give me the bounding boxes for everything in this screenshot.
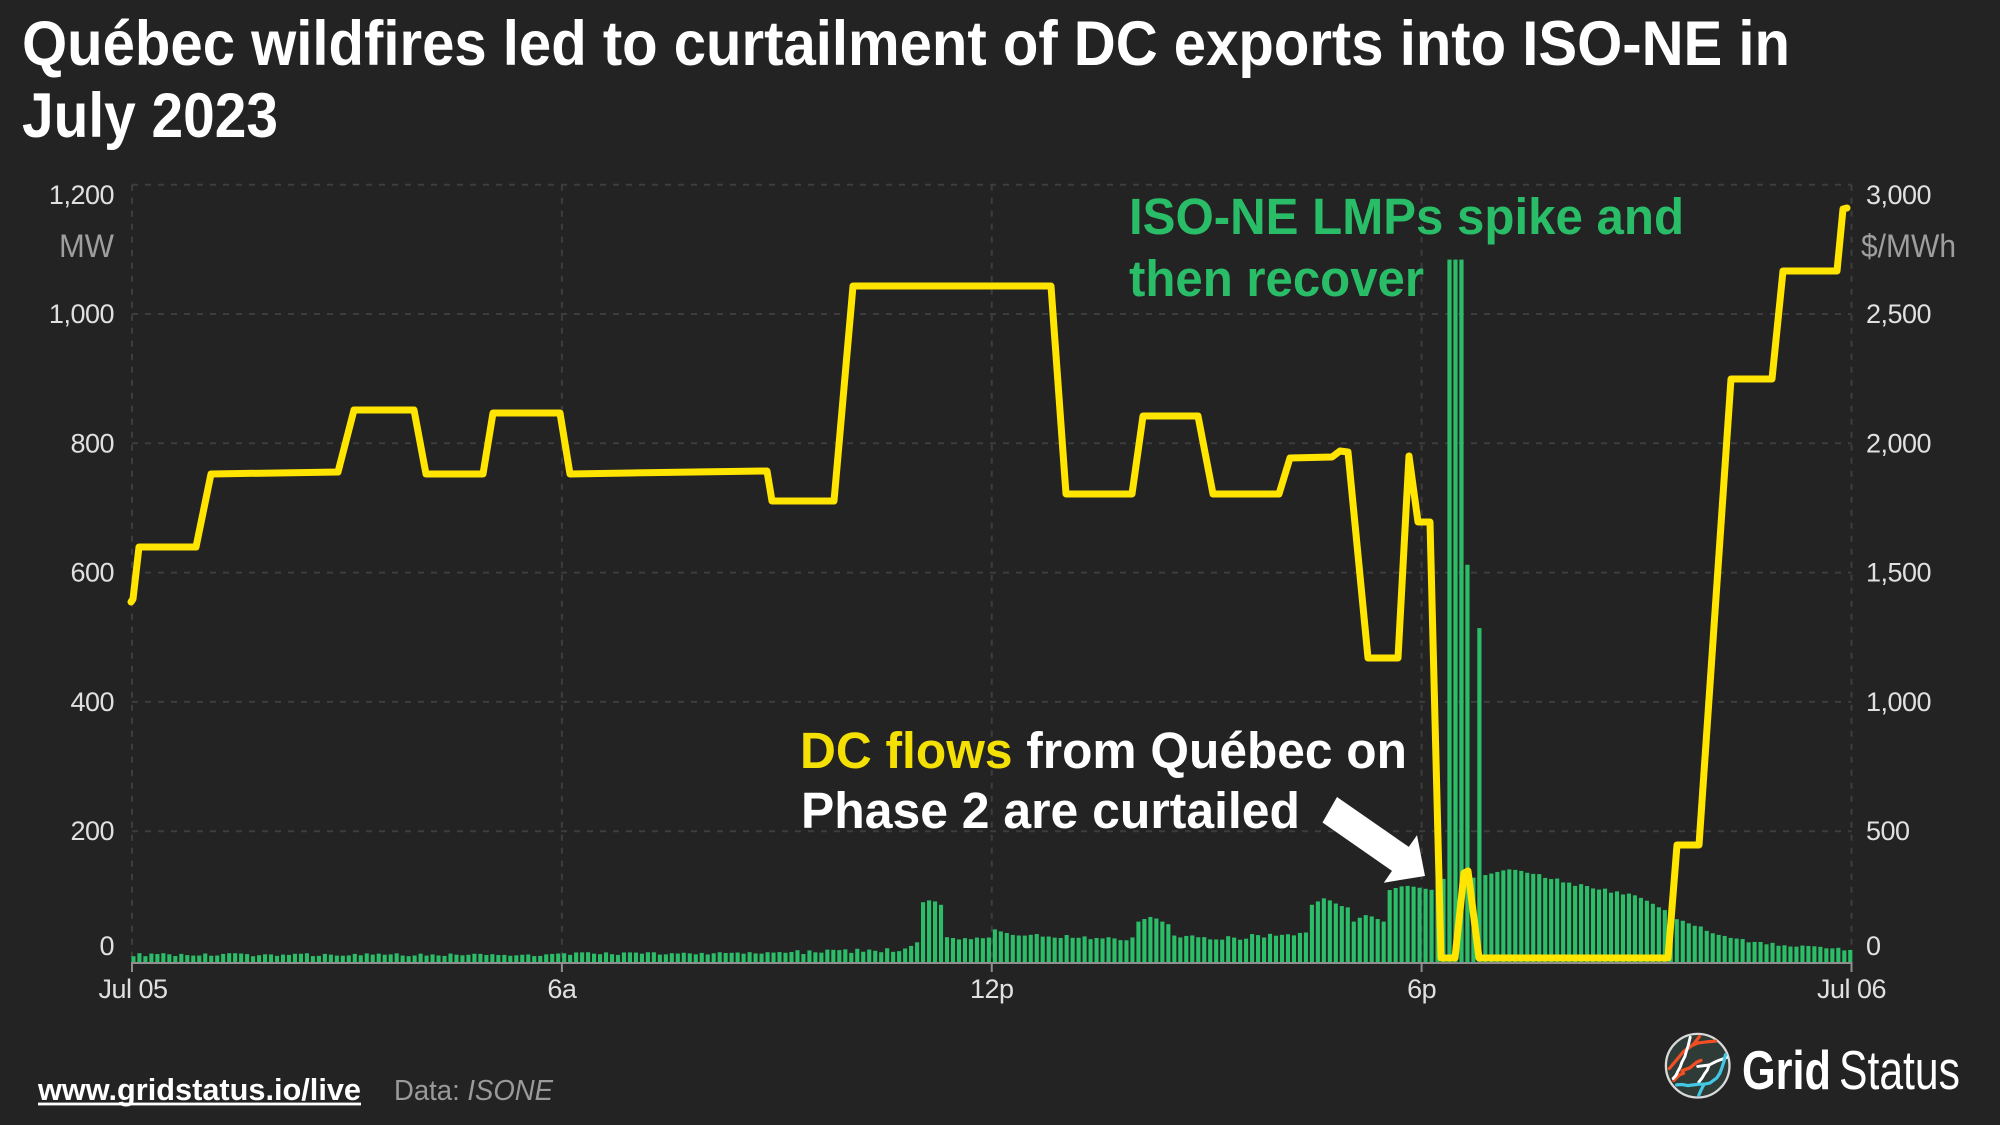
svg-text:0: 0 xyxy=(99,931,114,961)
svg-text:ISO-NE LMPs spike and: ISO-NE LMPs spike and xyxy=(1129,188,1684,245)
svg-text:12p: 12p xyxy=(970,974,1014,1004)
svg-text:6a: 6a xyxy=(547,974,578,1004)
svg-text:July 2023: July 2023 xyxy=(22,81,278,151)
svg-text:DC flows from Québec on: DC flows from Québec on xyxy=(800,722,1407,779)
svg-text:400: 400 xyxy=(70,687,114,717)
svg-text:Grid: Grid xyxy=(1742,1039,1831,1101)
svg-text:$/MWh: $/MWh xyxy=(1861,228,1956,264)
svg-text:Phase 2 are curtailed: Phase 2 are curtailed xyxy=(801,782,1300,839)
svg-text:then recover: then recover xyxy=(1129,250,1424,307)
svg-text:Québec wildfires led to curtai: Québec wildfires led to curtailment of D… xyxy=(22,9,1790,79)
svg-text:600: 600 xyxy=(70,558,114,588)
svg-text:www.gridstatus.io/live: www.gridstatus.io/live xyxy=(37,1072,361,1107)
svg-text:6p: 6p xyxy=(1407,974,1436,1004)
svg-text:1,000: 1,000 xyxy=(1866,687,1931,717)
svg-text:Jul 06: Jul 06 xyxy=(1817,974,1886,1004)
svg-text:200: 200 xyxy=(70,816,114,846)
svg-text:1,500: 1,500 xyxy=(1866,558,1931,588)
svg-text:800: 800 xyxy=(70,428,114,458)
svg-text:500: 500 xyxy=(1866,816,1910,846)
svg-text:1,200: 1,200 xyxy=(49,180,114,210)
svg-text:3,000: 3,000 xyxy=(1866,180,1931,210)
svg-text:Data: ISONE: Data: ISONE xyxy=(394,1075,554,1107)
svg-text:1,000: 1,000 xyxy=(49,299,114,329)
svg-text:2,500: 2,500 xyxy=(1866,299,1931,329)
svg-text:Status: Status xyxy=(1839,1039,1960,1101)
svg-text:2,000: 2,000 xyxy=(1866,428,1931,458)
svg-text:0: 0 xyxy=(1866,931,1881,961)
svg-text:MW: MW xyxy=(59,228,115,264)
svg-text:Jul 05: Jul 05 xyxy=(98,974,167,1004)
